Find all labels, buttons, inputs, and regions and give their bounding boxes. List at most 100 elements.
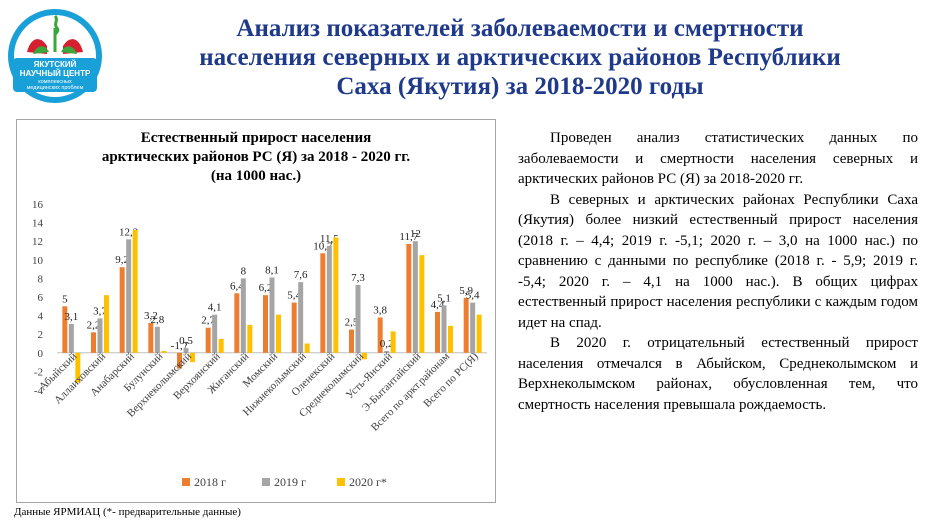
logo-line2: НАУЧНЫЙ ЦЕНТР <box>20 69 91 78</box>
bar-1 <box>148 323 154 353</box>
bar-2 <box>212 314 218 353</box>
bar-1 <box>263 295 268 353</box>
footnote: Данные ЯРМИАЦ (*- предварительные данные… <box>14 506 241 518</box>
y-tick-label: 4 <box>38 311 44 323</box>
data-label: 2,2 <box>87 319 101 331</box>
data-label: 3,2 <box>144 310 158 322</box>
logo-line3: комплексных <box>38 79 72 85</box>
bar-1 <box>377 317 383 353</box>
bar-1 <box>205 327 211 353</box>
y-tick-label: 0 <box>38 348 44 360</box>
bar-2 <box>68 323 74 353</box>
data-label: 5,9 <box>459 285 473 297</box>
bar-2 <box>269 277 275 353</box>
chart-frame: Естественный прирост населения арктически… <box>16 119 496 503</box>
bar-2 <box>470 302 476 353</box>
data-label: 7,6 <box>294 269 308 281</box>
analysis-text: Проведен анализ статистических данных по… <box>518 128 918 415</box>
bar-3 <box>304 343 310 353</box>
bar-3 <box>190 352 195 363</box>
data-label: 2,8 <box>150 314 164 326</box>
data-label: 8,1 <box>265 264 279 276</box>
bar-1 <box>291 302 297 353</box>
page-title: Анализ показателей заболеваемости и смер… <box>140 14 900 101</box>
data-label: 4,1 <box>208 302 222 314</box>
paragraph-3: В 2020 г. отрицательный естественный при… <box>518 335 918 413</box>
data-label: 6,4 <box>230 280 244 292</box>
bar-2 <box>240 278 246 353</box>
logo-right-leaf-icon <box>61 46 77 54</box>
title-line1: Анализ показателей заболеваемости и смер… <box>236 15 804 42</box>
legend-label: 2019 г <box>274 475 306 489</box>
bar-3 <box>476 314 482 353</box>
chart-title-line: (на 1000 нас.) <box>211 168 301 184</box>
y-tick-label: 2 <box>38 329 44 341</box>
natural-growth-chart: Естественный прирост населения арктически… <box>32 130 487 489</box>
title-line2: населения северных и арктических районов… <box>199 44 841 71</box>
bar-2 <box>154 326 160 353</box>
bar-1 <box>177 352 182 369</box>
bar-3 <box>218 338 224 353</box>
bar-3 <box>333 237 339 353</box>
bar-2 <box>441 305 447 353</box>
bar-2 <box>126 239 132 353</box>
legend-label: 2020 г* <box>349 475 387 489</box>
legend-swatch <box>262 478 270 486</box>
bar-1 <box>119 267 125 353</box>
y-tick-label: 14 <box>32 218 44 230</box>
data-label: 4,4 <box>431 299 445 311</box>
bar-1 <box>320 253 326 353</box>
logo-left-leaf-icon <box>33 46 49 54</box>
data-label: 9,2 <box>115 254 129 266</box>
bar-1 <box>435 311 440 353</box>
legend-swatch <box>337 478 345 486</box>
bar-3 <box>448 325 453 353</box>
data-label: 3,8 <box>373 304 387 316</box>
bar-1 <box>349 329 354 353</box>
data-label: 11,7 <box>399 231 418 243</box>
bar-3 <box>132 230 138 353</box>
bar-3 <box>247 324 253 353</box>
y-tick-label: 6 <box>38 292 44 304</box>
y-tick-label: -4 <box>34 385 44 397</box>
data-label: 5,1 <box>437 292 451 304</box>
bar-2 <box>298 282 304 353</box>
data-label: 0,2 <box>380 338 394 350</box>
logo-text-band <box>13 58 97 92</box>
bar-3 <box>419 255 425 353</box>
bar-2 <box>412 241 418 353</box>
data-label: 0,5 <box>179 335 193 347</box>
data-label: 3,1 <box>64 311 78 323</box>
data-label: 7,3 <box>351 272 365 284</box>
y-tick-label: -2 <box>34 366 43 378</box>
bar-2 <box>384 350 390 353</box>
bar-2 <box>97 318 103 353</box>
bar-1 <box>62 306 68 353</box>
bar-1 <box>406 243 412 353</box>
y-tick-label: 12 <box>32 236 43 248</box>
y-tick-label: 16 <box>32 199 44 211</box>
data-label: 3,7 <box>93 305 107 317</box>
title-line3: Саха (Якутия) за 2018-2020 годы <box>336 73 704 100</box>
logo-staff-icon <box>53 28 57 52</box>
paragraph-2: В северных и арктических районах Республ… <box>518 191 918 331</box>
logo-line4: медицинских проблем <box>27 85 84 91</box>
data-label: 8 <box>241 265 247 277</box>
bar-3 <box>276 314 281 353</box>
data-label: 12 <box>410 228 421 240</box>
logo-line1: ЯКУТСКИЙ <box>34 60 77 69</box>
legend-label: 2018 г <box>194 475 226 489</box>
paragraph-1: Проведен анализ статистических данных по… <box>518 130 918 187</box>
bar-1 <box>91 332 96 353</box>
data-label: 5,4 <box>287 290 301 302</box>
bar-3 <box>104 295 109 353</box>
bar-1 <box>463 297 469 353</box>
bar-2 <box>183 348 189 353</box>
data-label: 6,2 <box>259 282 273 294</box>
bar-3 <box>161 350 167 353</box>
institute-logo: ЯКУТСКИЙ НАУЧНЫЙ ЦЕНТР комплексных медиц… <box>8 9 102 103</box>
bar-3 <box>362 352 367 360</box>
bar-2 <box>355 284 361 353</box>
bar-3 <box>390 331 396 353</box>
chart-title-line: Естественный прирост населения <box>141 130 371 146</box>
